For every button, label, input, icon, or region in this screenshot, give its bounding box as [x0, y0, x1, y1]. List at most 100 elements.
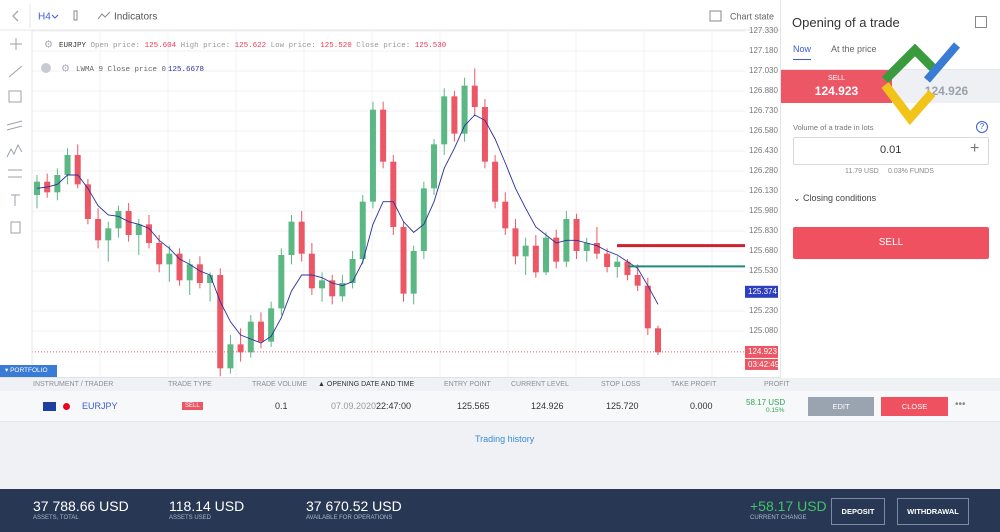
candle-body [410, 251, 417, 294]
candle-body [176, 253, 183, 281]
candle-body [207, 275, 214, 283]
ohlc-legend: EURJPY Open price: 125.604 High price: 1… [59, 42, 447, 50]
column-header: TAKE PROFIT [671, 381, 717, 388]
candle-body [95, 219, 102, 241]
tab-now[interactable]: Now [793, 44, 812, 60]
candle-body [532, 245, 539, 273]
trade-panel: Opening of a trade Now At the price SELL… [780, 0, 1000, 268]
candle-body [644, 285, 651, 329]
more-button[interactable]: ••• [955, 399, 966, 410]
y-tick-label: 127.030 [749, 66, 778, 75]
candle-body [319, 280, 326, 289]
volume-value: 0.01 [880, 144, 902, 156]
tab-at-price[interactable]: At the price [831, 44, 877, 54]
assets-used: 118.14 USD [169, 498, 245, 514]
back-button[interactable] [12, 10, 19, 22]
remove-indicator[interactable] [41, 63, 51, 73]
candle-body [74, 155, 81, 185]
settings-icon[interactable]: ⚙ [44, 40, 53, 51]
trade-type: SELL [182, 402, 203, 410]
candle-body [461, 85, 468, 134]
legend-value: 125.520 [320, 42, 352, 50]
instrument: EURJPY [82, 401, 118, 411]
candle-body [34, 181, 40, 195]
flag-eu [43, 402, 56, 411]
candle-body [227, 344, 234, 369]
toolbar [0, 0, 780, 30]
column-header[interactable]: ▲ OPENING DATE AND TIME [318, 381, 415, 388]
column-header: STOP LOSS [601, 381, 641, 388]
y-tick-label: 126.880 [749, 86, 778, 95]
candle-body [145, 224, 152, 243]
y-tick-label: 125.230 [749, 306, 778, 315]
candle-body [115, 211, 122, 229]
timer: 03:42:49 [748, 360, 780, 369]
buy-box[interactable]: 124.926 [892, 70, 1000, 103]
candle-body [481, 107, 488, 162]
y-tick-label: 125.080 [749, 326, 778, 335]
column-header: INSTRUMENT / TRADER [33, 381, 114, 388]
y-tick-label: 126.280 [749, 166, 778, 175]
chart-state-button[interactable]: Chart state [730, 11, 774, 21]
close-button[interactable]: CLOSE [881, 397, 948, 416]
tools[interactable] [6, 38, 23, 234]
candle-body [471, 85, 478, 107]
candle-body [380, 109, 387, 162]
candle-body [84, 184, 91, 219]
trading-history-link[interactable]: Trading history [475, 434, 535, 444]
candle-body [593, 243, 600, 254]
legend-label: Open price: [91, 42, 141, 50]
withdrawal-button[interactable]: WITHDRAWAL [897, 498, 969, 525]
candle-body [349, 259, 356, 283]
indicator-settings[interactable]: ⚙ [61, 64, 70, 75]
candle-body [522, 245, 529, 257]
sell-button[interactable]: SELL [793, 227, 989, 259]
portfolio-tab[interactable]: ▾ PORTFOLIO [0, 365, 57, 377]
legend-symbol: EURJPY [59, 42, 87, 50]
last-price-tag [745, 285, 778, 298]
candle-body [54, 175, 61, 193]
candle-body [156, 243, 163, 265]
candle-body [604, 253, 611, 267]
timeframe[interactable]: H4 [38, 12, 51, 23]
panel-title: Opening of a trade [792, 15, 900, 30]
profit-percent: 0.15% [766, 407, 785, 414]
deposit-button[interactable]: DEPOSIT [831, 498, 885, 525]
column-header: TRADE VOLUME [252, 381, 308, 388]
candle-body [217, 275, 224, 369]
y-tick-label: 125.830 [749, 226, 778, 235]
candle-body [400, 227, 407, 294]
candle-body [634, 275, 641, 286]
expand-icon[interactable] [975, 16, 987, 28]
candle-body [502, 201, 509, 229]
column-header: PROFIT [764, 381, 790, 388]
help-icon[interactable]: ? [976, 121, 988, 133]
indicator-name: LWMA 9 Close price 0 [76, 66, 167, 74]
legend-label: Close price: [356, 42, 410, 50]
available-label: AVAILABLE FOR OPERATIONS [306, 515, 393, 521]
closing-conditions[interactable]: ⌄ Closing conditions [793, 193, 877, 203]
volume-label: Volume of a trade in lots [793, 123, 874, 132]
plus-button[interactable]: + [970, 140, 980, 157]
take-profit: 0.000 [690, 401, 713, 411]
logo-yellow [881, 82, 936, 126]
candle-body [420, 188, 427, 251]
y-tick-label: 125.530 [749, 266, 778, 275]
y-tick-label: 127.330 [749, 26, 778, 35]
flag-jp [63, 403, 70, 410]
legend-value: 125.604 [145, 42, 177, 50]
candle-body [298, 221, 305, 254]
candle-body [451, 96, 458, 134]
edit-button[interactable]: EDIT [808, 397, 874, 416]
indicators-button[interactable]: Indicators [114, 12, 157, 23]
current-level: 124.926 [531, 401, 564, 411]
candle-body [339, 283, 346, 297]
candle-body [655, 328, 661, 353]
candle-icon[interactable] [73, 10, 78, 21]
funds: 0.03% FUNDS [888, 168, 934, 175]
current-change: +58.17 USD [750, 498, 827, 514]
volume-input[interactable]: 0.01 + [793, 137, 989, 165]
sell-box[interactable]: SELL 124.923 [781, 70, 892, 103]
candle-body [573, 219, 580, 251]
